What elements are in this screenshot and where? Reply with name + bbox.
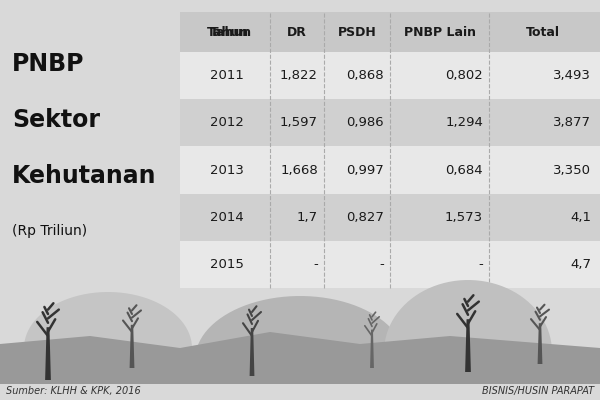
Text: BISNIS/HUSIN PARAPAT: BISNIS/HUSIN PARAPAT (482, 386, 594, 396)
Text: -: - (313, 258, 318, 271)
Polygon shape (24, 292, 192, 348)
Text: 1,822: 1,822 (280, 69, 318, 82)
Polygon shape (384, 280, 552, 352)
FancyBboxPatch shape (180, 12, 600, 52)
Text: 3,493: 3,493 (553, 69, 591, 82)
Polygon shape (45, 327, 51, 380)
Text: Total: Total (526, 26, 560, 38)
Text: 1,7: 1,7 (297, 211, 318, 224)
FancyBboxPatch shape (180, 241, 600, 288)
Text: 2012: 2012 (210, 116, 244, 129)
Text: PNBP Lain: PNBP Lain (404, 26, 476, 38)
Text: 0,997: 0,997 (346, 164, 384, 176)
Text: PNBP: PNBP (12, 52, 85, 76)
FancyBboxPatch shape (180, 52, 600, 99)
Text: 2013: 2013 (210, 164, 244, 176)
Polygon shape (0, 332, 600, 384)
Text: 1,668: 1,668 (280, 164, 318, 176)
Text: Tahun: Tahun (207, 26, 249, 38)
Text: Tahun: Tahun (210, 26, 252, 38)
Polygon shape (195, 296, 405, 360)
Text: Sumber: KLHH & KPK, 2016: Sumber: KLHH & KPK, 2016 (6, 386, 141, 396)
Text: 0,868: 0,868 (346, 69, 384, 82)
Text: 3,350: 3,350 (553, 164, 591, 176)
Text: PSDH: PSDH (338, 26, 376, 38)
Text: 2014: 2014 (210, 211, 244, 224)
Text: 0,827: 0,827 (346, 211, 384, 224)
Text: Sektor: Sektor (12, 108, 100, 132)
Text: -: - (379, 258, 384, 271)
Text: 0,802: 0,802 (445, 69, 483, 82)
Text: 3,877: 3,877 (553, 116, 591, 129)
Text: 2011: 2011 (210, 69, 244, 82)
Polygon shape (370, 330, 374, 368)
Text: 1,294: 1,294 (445, 116, 483, 129)
Text: 1,597: 1,597 (280, 116, 318, 129)
Polygon shape (250, 328, 254, 376)
Polygon shape (538, 323, 542, 364)
Text: 0,684: 0,684 (445, 164, 483, 176)
Text: -: - (478, 258, 483, 271)
Polygon shape (465, 319, 471, 372)
FancyBboxPatch shape (180, 146, 600, 194)
FancyBboxPatch shape (180, 99, 600, 146)
Text: Kehutanan: Kehutanan (12, 164, 157, 188)
Text: 4,1: 4,1 (570, 211, 591, 224)
Text: 0,986: 0,986 (346, 116, 384, 129)
FancyBboxPatch shape (180, 194, 600, 241)
Text: DR: DR (287, 26, 307, 38)
FancyBboxPatch shape (0, 292, 600, 384)
Text: 1,573: 1,573 (445, 211, 483, 224)
Text: 4,7: 4,7 (570, 258, 591, 271)
Text: (Rp Triliun): (Rp Triliun) (12, 224, 87, 238)
Polygon shape (130, 325, 134, 368)
Text: 2015: 2015 (210, 258, 244, 271)
